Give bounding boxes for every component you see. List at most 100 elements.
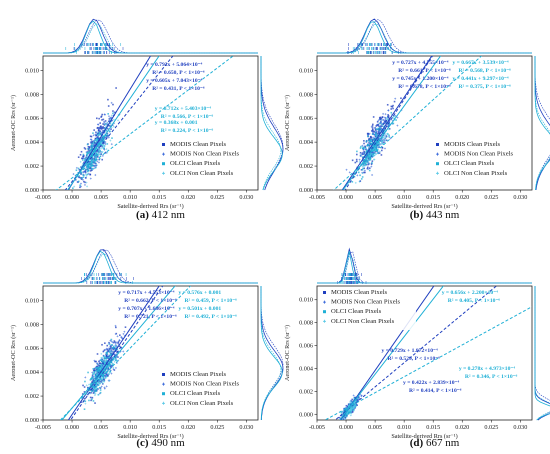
point-2 (369, 155, 371, 158)
point-2 (93, 386, 95, 388)
point-1 (110, 101, 113, 104)
point-3 (358, 180, 361, 183)
point-3 (99, 147, 102, 150)
x-tick-label: 0.015 (152, 424, 166, 431)
point-2 (374, 142, 376, 144)
point-1 (83, 170, 86, 173)
point-1 (385, 134, 388, 137)
x-tick-label: 0.005 (368, 424, 382, 431)
point-2 (366, 153, 368, 156)
point-2 (97, 152, 99, 154)
point-3 (385, 136, 388, 139)
right-density-curve-1 (534, 56, 550, 191)
point-0 (366, 167, 369, 170)
point-2 (94, 158, 97, 160)
x-tick-label: 0.025 (210, 194, 224, 201)
point-1 (92, 375, 95, 378)
point-2 (85, 157, 88, 159)
point-1 (367, 133, 370, 136)
point-2 (364, 162, 367, 164)
point-2 (87, 167, 89, 170)
point-2 (108, 365, 111, 367)
point-0 (363, 152, 366, 155)
point-3 (88, 383, 91, 386)
point-1 (371, 130, 374, 133)
point-0 (342, 418, 345, 420)
point-1 (105, 385, 108, 388)
legend-entry: OLCI Non Clean Pixels (331, 318, 395, 325)
point-2 (92, 132, 94, 134)
point-3 (81, 162, 84, 165)
legend-marker (323, 319, 326, 323)
point-3 (113, 360, 116, 363)
point-1 (396, 124, 399, 127)
point-3 (386, 132, 389, 135)
point-1 (370, 165, 373, 168)
point-1 (115, 341, 118, 344)
point-2 (94, 166, 97, 169)
point-2 (96, 133, 99, 136)
legend-marker (436, 143, 439, 146)
point-0 (107, 358, 110, 360)
point-2 (91, 376, 93, 379)
point-0 (366, 132, 369, 135)
point-2 (387, 118, 389, 121)
point-1 (379, 124, 382, 127)
point-2 (365, 150, 368, 152)
point-2 (100, 367, 103, 369)
legend-marker (162, 152, 165, 156)
point-1 (110, 143, 113, 146)
point-2 (95, 377, 97, 379)
point-0 (112, 110, 114, 112)
point-3 (86, 185, 89, 188)
top-density-curve-3 (317, 255, 532, 284)
point-0 (89, 173, 92, 176)
point-0 (387, 115, 390, 117)
point-2 (89, 383, 92, 386)
point-2 (89, 151, 91, 154)
point-0 (83, 398, 86, 400)
x-tick-label: 0.030 (239, 194, 253, 201)
point-2 (110, 338, 113, 341)
point-0 (346, 414, 348, 417)
point-0 (92, 161, 95, 164)
fit-stats-1: R² = 0.721, P < 1×10⁻⁶ (124, 314, 177, 320)
point-0 (385, 139, 388, 142)
point-1 (113, 111, 116, 114)
point-2 (74, 190, 76, 192)
point-2 (106, 352, 108, 355)
fit-equation-2: y = 0.656x + 2.200×10⁻⁴ (442, 290, 498, 296)
point-1 (118, 339, 121, 342)
point-2 (100, 143, 103, 145)
right-marginal-density (534, 56, 550, 191)
point-2 (376, 128, 378, 131)
point-0 (98, 140, 101, 142)
right-density-curve-3 (260, 286, 282, 421)
point-3 (375, 127, 378, 130)
point-2 (360, 163, 362, 166)
point-2 (80, 166, 83, 169)
y-tick-label: 0.006 (25, 115, 39, 122)
legend-marker (436, 171, 439, 175)
point-0 (387, 114, 389, 116)
point-0 (98, 127, 100, 129)
point-0 (356, 398, 359, 401)
point-0 (378, 125, 380, 128)
point-2 (96, 372, 98, 374)
point-2 (103, 361, 105, 363)
point-2 (85, 168, 87, 171)
point-2 (352, 409, 355, 412)
point-3 (94, 153, 97, 156)
point-3 (368, 154, 371, 157)
point-3 (103, 145, 105, 148)
right-density-curve-3 (534, 56, 550, 191)
point-0 (344, 416, 347, 419)
top-density-curve-1 (43, 249, 258, 284)
point-3 (109, 343, 112, 346)
point-0 (372, 131, 374, 133)
point-3 (89, 164, 92, 167)
point-2 (98, 133, 101, 136)
point-0 (380, 154, 383, 156)
point-0 (370, 130, 373, 132)
fit-line-3 (59, 286, 192, 420)
